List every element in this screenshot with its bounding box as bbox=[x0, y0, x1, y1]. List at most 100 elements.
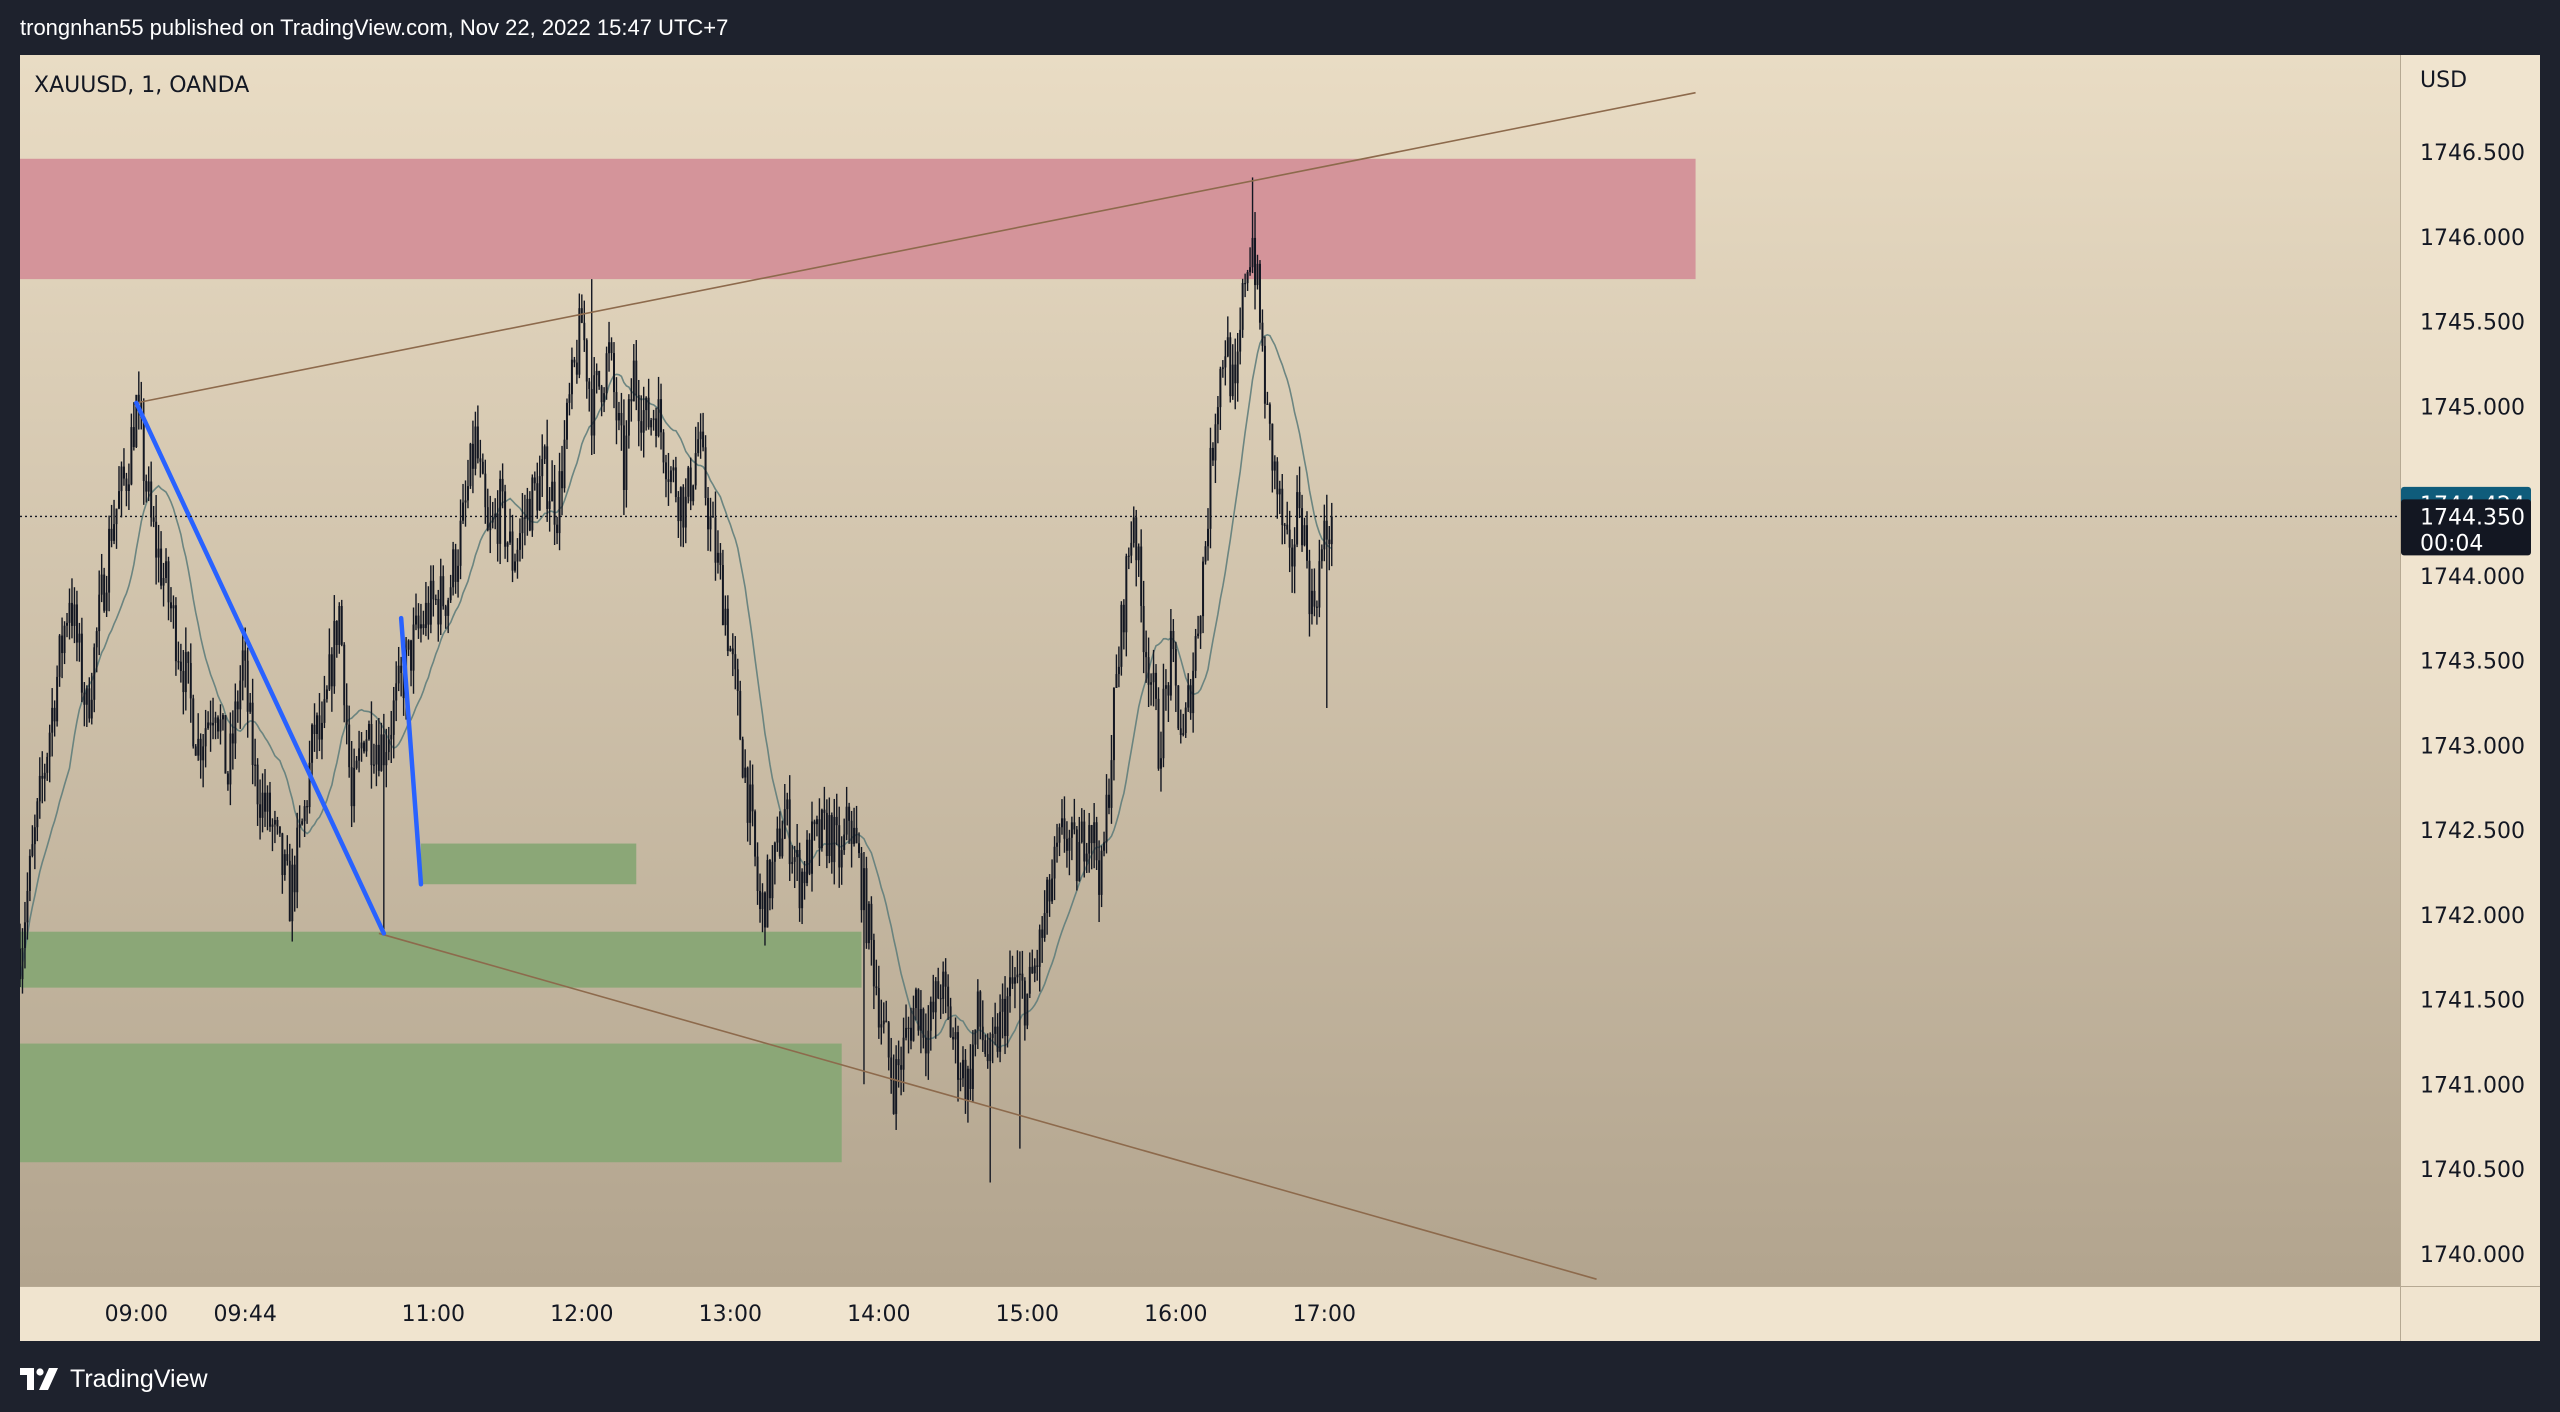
candle-body bbox=[687, 467, 690, 497]
candle bbox=[650, 417, 653, 436]
candle-body bbox=[78, 633, 81, 643]
candle bbox=[95, 627, 98, 673]
candle-body bbox=[48, 732, 51, 757]
candle-body bbox=[538, 476, 541, 511]
candle bbox=[867, 901, 870, 950]
candle-body bbox=[818, 819, 821, 849]
candle-body bbox=[778, 828, 781, 857]
candle bbox=[1320, 544, 1323, 569]
symbol-label: XAUUSD, 1, OANDA bbox=[34, 73, 249, 98]
candle-body bbox=[1142, 606, 1145, 653]
candle bbox=[887, 1021, 890, 1071]
supply-zone[interactable] bbox=[20, 158, 1696, 280]
candle-body bbox=[135, 394, 138, 447]
candle bbox=[343, 642, 346, 723]
candle-body bbox=[811, 821, 813, 874]
candle bbox=[56, 665, 59, 727]
candle-body bbox=[1145, 652, 1148, 658]
candle bbox=[70, 578, 73, 639]
candle bbox=[452, 541, 455, 596]
candle-body bbox=[942, 971, 945, 999]
candle bbox=[486, 488, 489, 532]
candle-body bbox=[1167, 685, 1170, 696]
candle bbox=[682, 484, 685, 548]
candle-body bbox=[68, 602, 71, 623]
candle bbox=[311, 723, 314, 782]
candle-body bbox=[961, 1059, 964, 1079]
candle-body bbox=[979, 991, 982, 1027]
candle bbox=[1115, 654, 1118, 688]
candle bbox=[1189, 678, 1192, 720]
candle bbox=[521, 493, 524, 559]
candle bbox=[1056, 823, 1059, 863]
candle bbox=[1093, 803, 1096, 869]
candle bbox=[21, 928, 24, 994]
candle-body bbox=[1246, 272, 1249, 284]
candle-body bbox=[1026, 993, 1029, 1026]
candle-body bbox=[73, 604, 76, 626]
demand-zone[interactable] bbox=[420, 843, 637, 885]
demand-zone[interactable] bbox=[20, 931, 862, 988]
candle bbox=[801, 868, 804, 925]
candle bbox=[241, 633, 244, 701]
candle-body bbox=[986, 1054, 989, 1062]
candle-body bbox=[283, 854, 286, 876]
candle bbox=[489, 495, 492, 554]
candle-body bbox=[1273, 461, 1276, 471]
candle-body bbox=[358, 748, 361, 761]
candle bbox=[1090, 824, 1093, 870]
candle bbox=[221, 713, 224, 731]
candle bbox=[192, 694, 195, 749]
candle bbox=[155, 495, 158, 585]
tradingview-logo[interactable]: TradingView bbox=[20, 1365, 208, 1394]
price-chart[interactable]: XAUUSD, 1, OANDA USD 1746.500 1746.000 174… bbox=[20, 55, 2540, 1341]
candle-body bbox=[845, 806, 848, 835]
candle-body bbox=[1108, 794, 1110, 808]
candle bbox=[268, 781, 271, 832]
chart-frame[interactable]: XAUUSD, 1, OANDA USD 1746.500 1746.000 174… bbox=[20, 55, 2540, 1341]
candle-body bbox=[75, 604, 78, 643]
candle bbox=[184, 627, 187, 711]
demand-zone[interactable] bbox=[20, 1043, 842, 1163]
candle bbox=[246, 647, 249, 738]
candle-body bbox=[1281, 488, 1284, 526]
candle bbox=[1031, 949, 1034, 974]
candle-body bbox=[944, 971, 947, 987]
candle bbox=[553, 464, 556, 546]
candle bbox=[556, 516, 559, 545]
candle-body bbox=[392, 700, 395, 735]
candle-body bbox=[1169, 631, 1172, 696]
candle-body bbox=[830, 815, 833, 863]
candle-body bbox=[655, 418, 658, 437]
candle bbox=[152, 506, 155, 528]
candle-body bbox=[875, 986, 878, 989]
trendline[interactable] bbox=[136, 91, 1696, 404]
candle bbox=[546, 419, 549, 522]
publisher-text: trongnhan55 published on TradingView.com… bbox=[20, 15, 729, 40]
candle bbox=[709, 497, 712, 552]
candle bbox=[672, 459, 675, 483]
candle bbox=[224, 715, 227, 774]
impulse-line[interactable] bbox=[134, 400, 387, 936]
candle-body bbox=[293, 864, 296, 893]
candle bbox=[558, 452, 561, 551]
candle bbox=[1120, 601, 1123, 676]
candle bbox=[1216, 396, 1219, 444]
impulse-line[interactable] bbox=[398, 615, 424, 887]
x-tick-label: 15:00 bbox=[996, 1302, 1059, 1327]
y-tick-label: 1742.000 bbox=[2420, 904, 2525, 929]
candle-body bbox=[350, 767, 353, 807]
candle bbox=[976, 979, 979, 1050]
candle bbox=[848, 802, 851, 844]
candle-body bbox=[370, 723, 373, 766]
candle-body bbox=[793, 857, 796, 862]
candle bbox=[981, 1000, 984, 1052]
trendline[interactable] bbox=[378, 932, 1597, 1280]
candle bbox=[1263, 336, 1266, 419]
candle-body bbox=[1251, 237, 1254, 268]
candle-body bbox=[630, 399, 633, 402]
candle bbox=[744, 749, 747, 783]
candle-body bbox=[1211, 447, 1214, 461]
candle bbox=[1239, 307, 1242, 365]
candle bbox=[608, 321, 611, 372]
